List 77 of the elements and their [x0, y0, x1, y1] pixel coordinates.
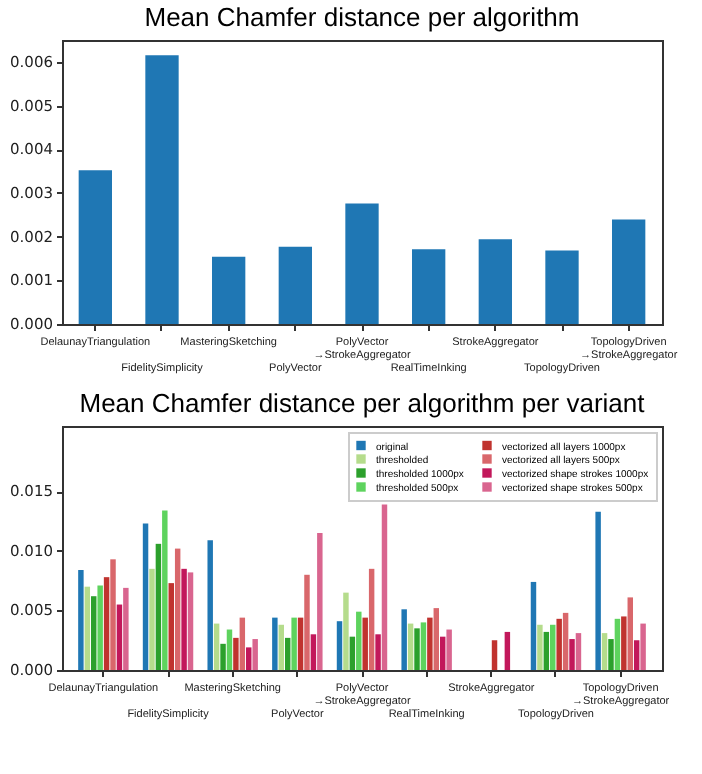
bar — [612, 219, 646, 324]
chart-title: Mean Chamfer distance per algorithm — [144, 2, 580, 32]
bar — [562, 612, 569, 670]
bar — [550, 624, 556, 670]
bar — [614, 618, 621, 670]
bar — [569, 639, 575, 670]
bar — [181, 568, 187, 670]
bar — [304, 574, 310, 670]
bar — [446, 629, 452, 670]
bar — [239, 617, 246, 670]
bar — [97, 585, 103, 670]
bar — [145, 55, 179, 324]
bar — [414, 628, 420, 670]
bar — [575, 633, 582, 670]
chart-title: Mean Chamfer distance per algorithm per variant — [79, 388, 646, 418]
bar — [627, 597, 633, 670]
bar — [149, 568, 155, 670]
bar — [633, 640, 640, 670]
bar — [246, 647, 252, 670]
bar — [427, 617, 433, 670]
bar — [78, 570, 84, 670]
bar — [491, 640, 498, 670]
bar — [84, 586, 91, 670]
bar — [504, 631, 511, 670]
bar — [362, 617, 368, 670]
bar — [310, 634, 317, 670]
bar — [103, 577, 110, 670]
bar — [78, 170, 112, 324]
bar — [349, 636, 356, 670]
bar — [595, 511, 601, 670]
bar — [278, 246, 312, 324]
bar — [213, 623, 220, 670]
bar — [226, 629, 233, 670]
bar — [220, 643, 226, 670]
bar — [640, 623, 646, 670]
bar — [278, 624, 285, 670]
bar — [116, 604, 123, 670]
bar — [356, 611, 362, 670]
bar — [168, 583, 174, 670]
bar — [317, 533, 323, 670]
bar — [608, 639, 614, 670]
bar — [381, 504, 388, 670]
bar — [343, 592, 349, 670]
bar — [543, 631, 550, 670]
bar — [439, 636, 446, 670]
bar — [420, 622, 427, 670]
bar — [162, 510, 168, 670]
bar — [621, 616, 627, 670]
bar — [401, 609, 407, 670]
bar — [291, 617, 297, 670]
bar — [155, 543, 162, 670]
bar — [297, 617, 304, 670]
bar — [212, 256, 246, 324]
bar — [537, 624, 543, 670]
bar — [110, 559, 116, 670]
bar — [187, 572, 194, 670]
bar — [233, 637, 239, 670]
bar — [272, 617, 278, 670]
bar — [142, 523, 149, 670]
bar — [336, 621, 343, 670]
bar — [601, 633, 608, 670]
bar — [368, 568, 375, 670]
bar — [123, 587, 129, 670]
bar — [407, 623, 414, 670]
bar — [412, 249, 446, 324]
bar — [252, 639, 258, 670]
bar — [207, 540, 213, 670]
bar — [91, 596, 97, 670]
bar — [174, 548, 181, 670]
bar — [433, 608, 440, 670]
bar — [556, 618, 562, 670]
bar — [375, 634, 381, 670]
bar — [478, 239, 512, 324]
bar — [545, 250, 579, 324]
bar — [530, 581, 537, 670]
bar — [284, 637, 291, 670]
bar — [345, 203, 379, 324]
